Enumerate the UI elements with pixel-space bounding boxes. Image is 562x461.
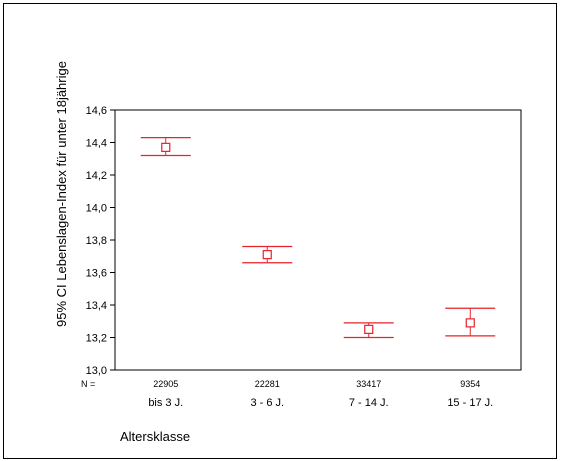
category-label: 15 - 17 J. <box>447 397 493 409</box>
y-axis-title-group: 95% CI Lebenslagen-Index für unter 18jäh… <box>54 61 69 327</box>
mean-marker <box>161 142 171 152</box>
y-tick-label: 14,6 <box>86 105 107 117</box>
n-count-label: 9354 <box>460 379 480 389</box>
category-label: 3 - 6 J. <box>250 397 284 409</box>
category-label: 7 - 14 J. <box>349 397 389 409</box>
n-count-label: 22281 <box>255 379 280 389</box>
mean-marker <box>465 318 475 328</box>
n-count-label: 22905 <box>153 379 178 389</box>
y-tick-label: 14,4 <box>86 138 107 150</box>
mean-marker <box>262 250 272 260</box>
y-tick-label: 13,0 <box>86 365 107 377</box>
mean-marker <box>364 324 374 334</box>
y-tick-label: 13,8 <box>86 235 107 247</box>
y-tick-label: 14,2 <box>86 170 107 182</box>
n-count-label: 33417 <box>356 379 381 389</box>
y-axis-title: 95% CI Lebenslagen-Index für unter 18jäh… <box>54 61 69 327</box>
x-axis-labels: 22905 bis 3 J. 22281 3 - 6 J. 33417 7 - 14 J.… <box>148 379 493 409</box>
y-tick-label: 14,0 <box>86 203 107 215</box>
y-tick-label: 13,4 <box>86 300 107 312</box>
errorbar-chart: 95% CI Lebenslagen-Index für unter 18jäh… <box>54 61 522 444</box>
y-axis-ticks: 13,0 13,2 13,4 13,6 13,8 14,0 14,2 14,4 14,6 <box>86 105 115 377</box>
plot-area <box>114 109 522 371</box>
y-tick-label: 13,6 <box>86 268 107 280</box>
n-prefix-label: N = <box>81 379 95 389</box>
x-axis-title: Altersklasse <box>120 429 190 444</box>
category-label: bis 3 J. <box>148 397 183 409</box>
y-tick-label: 13,2 <box>86 333 107 345</box>
chart-frame: 95% CI Lebenslagen-Index für unter 18jäh… <box>3 3 557 459</box>
data-marks <box>140 136 496 339</box>
